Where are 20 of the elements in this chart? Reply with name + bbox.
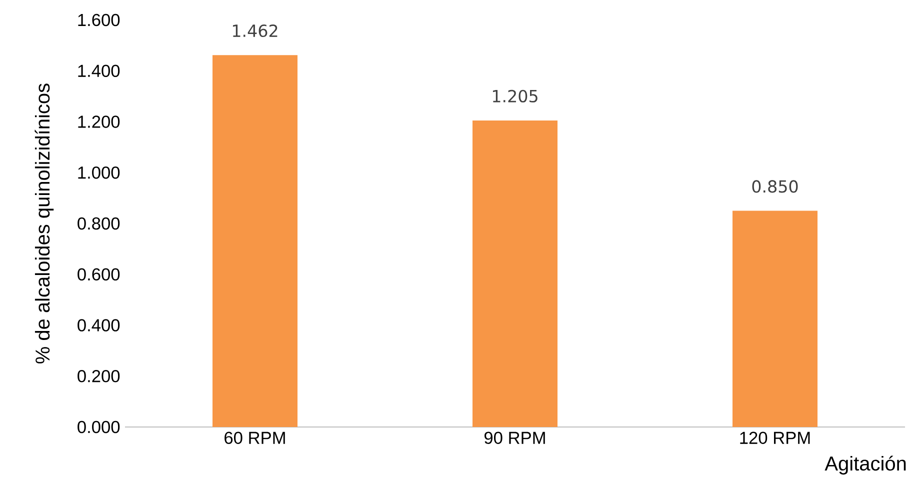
y-tick-label: 0.600	[78, 268, 120, 281]
y-tick-label: 0.200	[78, 370, 120, 382]
bar	[472, 120, 558, 427]
y-tick-label: 0.800	[78, 217, 120, 230]
y-axis-title: % de alcaloides quinolizidínicos	[34, 84, 54, 364]
bar	[732, 210, 818, 427]
bar	[212, 55, 298, 427]
y-tick-label: 1.200	[78, 116, 120, 128]
y-tick-label: 1.400	[78, 64, 120, 78]
data-label: 1.462	[232, 24, 278, 38]
y-tick-label: 0.400	[78, 319, 120, 332]
x-axis-title: Agitación	[824, 456, 906, 475]
y-tick-label: 1.600	[78, 14, 120, 26]
y-tick-label: 0.000	[78, 420, 120, 434]
y-tick-label: 1.000	[78, 166, 120, 179]
x-tick-label: 90 RPM	[484, 432, 545, 444]
data-label: 1.205	[492, 90, 538, 102]
data-label: 0.850	[752, 180, 798, 193]
x-tick-label: 120 RPM	[740, 432, 810, 444]
x-tick-label: 60 RPM	[224, 432, 285, 444]
